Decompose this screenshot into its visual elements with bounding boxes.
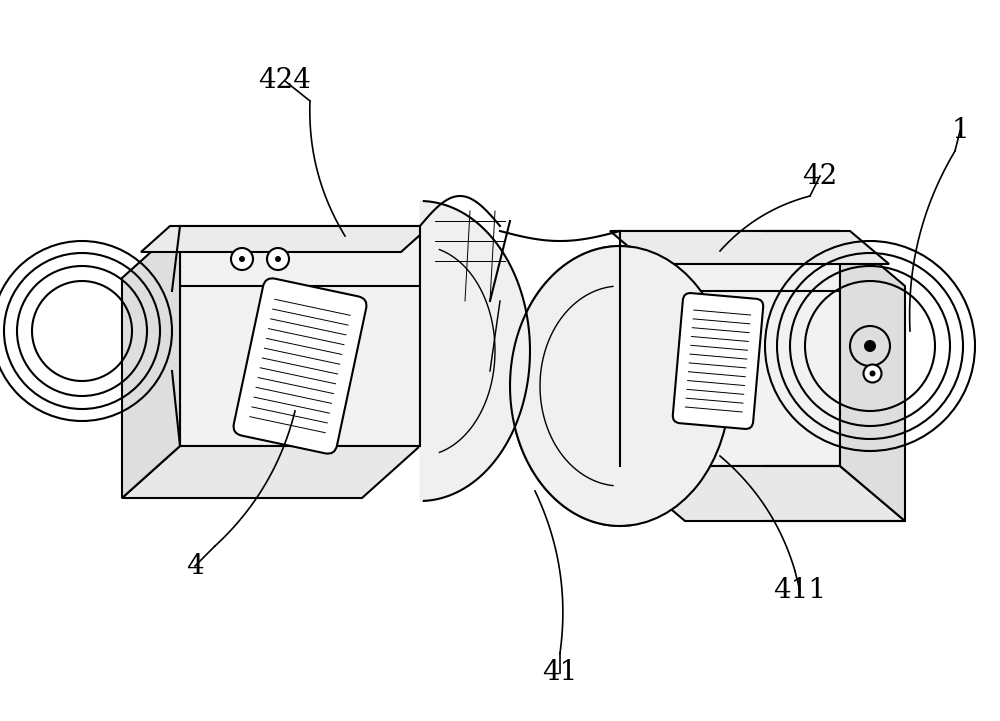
- Circle shape: [864, 340, 876, 352]
- Polygon shape: [122, 446, 420, 498]
- Polygon shape: [620, 466, 905, 521]
- Text: 424: 424: [259, 68, 311, 94]
- Text: 4: 4: [186, 552, 204, 580]
- Text: 1: 1: [951, 118, 969, 144]
- Circle shape: [864, 365, 882, 383]
- Ellipse shape: [510, 246, 730, 526]
- Circle shape: [231, 248, 253, 270]
- Text: 42: 42: [802, 162, 838, 190]
- Circle shape: [239, 256, 245, 262]
- FancyBboxPatch shape: [234, 278, 366, 454]
- Text: 411: 411: [773, 578, 827, 604]
- Polygon shape: [180, 226, 420, 446]
- Polygon shape: [610, 231, 889, 264]
- Polygon shape: [141, 226, 430, 252]
- Polygon shape: [840, 231, 905, 521]
- Circle shape: [267, 248, 289, 270]
- Polygon shape: [620, 231, 840, 466]
- Polygon shape: [122, 226, 180, 498]
- Polygon shape: [420, 201, 530, 501]
- Circle shape: [870, 371, 876, 376]
- Circle shape: [275, 256, 281, 262]
- Polygon shape: [510, 246, 630, 526]
- FancyBboxPatch shape: [673, 293, 763, 429]
- Text: 41: 41: [542, 660, 578, 686]
